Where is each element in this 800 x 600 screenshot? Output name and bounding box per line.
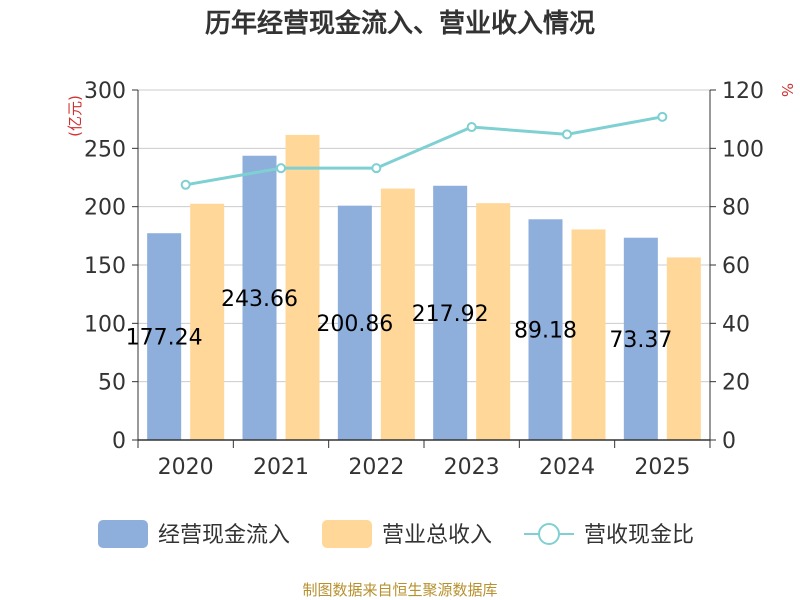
data-labels: 177.24 243.66 200.86 217.92 89.18 73.37 [126, 287, 673, 353]
bar-value-label: 217.92 [412, 302, 489, 327]
ratio-point [180, 179, 191, 190]
ratio-point [276, 163, 286, 174]
bar-value-label: 243.66 [221, 287, 298, 312]
ratio-point [371, 163, 382, 174]
bar-cash-inflow [528, 219, 563, 440]
left-tick-label: 150 [84, 254, 126, 279]
ratio-line [180, 111, 668, 190]
left-tick-label: 50 [98, 371, 126, 396]
left-tick-label: 200 [84, 196, 126, 221]
legend-swatch [98, 520, 148, 548]
right-tick-label: 20 [722, 371, 750, 396]
bar-revenue [476, 203, 511, 440]
bar-cash-inflow [147, 233, 182, 440]
legend-label: 经营现金流入 [158, 523, 290, 548]
bar-cash-inflow [623, 237, 658, 440]
ratio-point [657, 111, 668, 122]
bar-value-label: 177.24 [126, 326, 203, 351]
x-tick-label: 2025 [634, 455, 690, 480]
bar-revenue [190, 203, 225, 440]
axes: 0 50 100 150 200 250 300 0 20 40 60 80 100 120 2020 202… [84, 79, 764, 480]
left-axis-unit: (亿元) [66, 95, 84, 137]
x-tick-label: 2021 [253, 455, 309, 480]
legend-swatch [322, 520, 372, 548]
bar-cash-inflow [242, 155, 277, 441]
right-axis-unit: % [778, 83, 796, 97]
chart-title: 历年经营现金流入、营业收入情况 [205, 8, 595, 39]
bar-value-label: 200.86 [316, 312, 393, 337]
left-tick-label: 300 [84, 79, 126, 104]
bar-value-label: 73.37 [609, 328, 672, 353]
x-tick-label: 2020 [158, 455, 214, 480]
ratio-point [466, 122, 477, 133]
right-tick-label: 120 [722, 79, 764, 104]
right-tick-label: 0 [722, 429, 736, 454]
legend-label: 营业总收入 [382, 523, 492, 548]
ratio-line-path [185, 115, 663, 187]
legend: 经营现金流入 营业总收入 营收现金比 [98, 520, 694, 548]
legend-label: 营收现金比 [584, 523, 694, 548]
bar-revenue [666, 257, 701, 440]
x-tick-label: 2022 [348, 455, 404, 480]
legend-marker [538, 523, 560, 545]
left-tick-label: 0 [112, 429, 126, 454]
right-tick-label: 100 [722, 137, 764, 162]
bar-revenue [380, 188, 415, 440]
right-tick-label: 40 [722, 312, 750, 337]
right-tick-label: 80 [722, 196, 750, 221]
bar-cash-inflow [337, 205, 372, 440]
ratio-point [562, 129, 572, 140]
left-tick-label: 250 [84, 137, 126, 162]
left-tick-label: 100 [84, 312, 126, 337]
bars [147, 134, 701, 441]
bar-cash-inflow [433, 185, 468, 440]
source-note: 制图数据来自恒生聚源数据库 [302, 581, 497, 599]
bar-value-label: 89.18 [514, 319, 577, 344]
bar-revenue [285, 134, 320, 440]
right-tick-label: 60 [722, 254, 750, 279]
bar-revenue [571, 229, 606, 440]
x-tick-label: 2024 [539, 455, 595, 480]
x-tick-label: 2023 [444, 455, 500, 480]
